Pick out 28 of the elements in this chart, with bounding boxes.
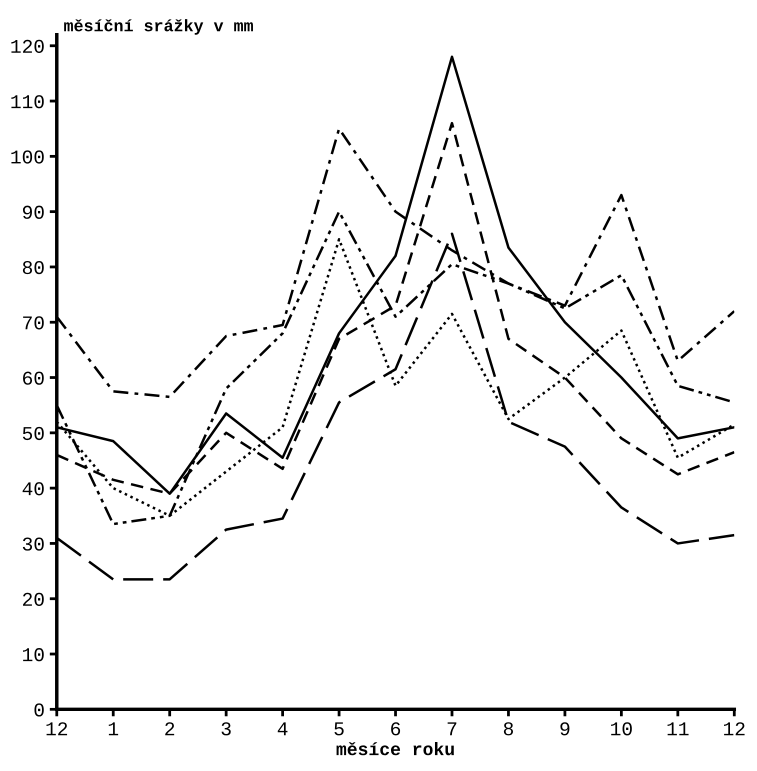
x-tick-label: 9	[560, 722, 570, 736]
x-tick-label: 11	[668, 722, 689, 736]
x-tick-label: 10	[611, 722, 632, 736]
y-tick-label: 20	[22, 592, 44, 606]
y-tick-label: 30	[22, 537, 44, 551]
x-tick-label: 7	[448, 722, 456, 736]
y-tick-label: 50	[22, 426, 44, 440]
x-tick-label: 12	[724, 722, 745, 736]
y-tick-label: 80	[22, 260, 44, 274]
x-tick-label: 4	[278, 722, 288, 736]
y-tick-label: 40	[22, 482, 44, 496]
x-tick-label: 1	[108, 722, 118, 736]
y-tick-label: 0	[34, 703, 44, 717]
x-axis-title: měsíce roku	[336, 742, 454, 756]
y-axis-title: měsíční srážky v mm	[64, 19, 253, 35]
y-tick-label: 110	[11, 95, 44, 108]
x-tick-label: 3	[222, 722, 231, 736]
x-tick-label: 5	[334, 722, 344, 736]
x-tick-label: 2	[165, 722, 174, 736]
y-tick-label: 100	[11, 150, 44, 164]
y-tick-label: 70	[23, 316, 44, 330]
x-tick-label: 8	[504, 722, 514, 736]
x-tick-label: 6	[391, 722, 400, 736]
y-tick-label: 90	[22, 206, 44, 219]
x-tick-label: 12	[46, 722, 68, 736]
y-tick-label: 120	[11, 40, 44, 53]
y-tick-label: 60	[23, 372, 44, 385]
y-tick-label: 10	[23, 648, 44, 662]
